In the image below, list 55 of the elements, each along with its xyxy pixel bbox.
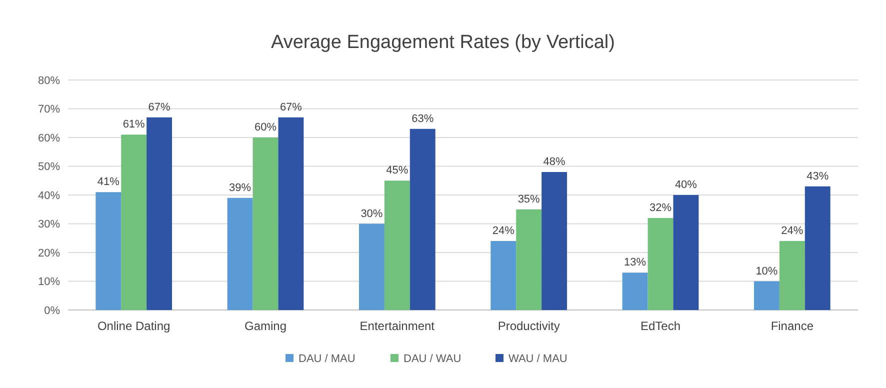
bar [754,281,780,310]
data-label: 24% [492,225,515,237]
data-label: 13% [624,256,646,269]
y-tick-label: 10% [38,276,60,288]
x-tick-label: Online Dating [97,319,170,333]
x-tick-label: EdTech [640,319,681,333]
data-label: 63% [412,112,434,125]
data-label: 32% [649,202,672,214]
legend-label: DAU / WAU [404,353,462,365]
y-tick-label: 20% [38,247,60,260]
chart-title: Average Engagement Rates (by Vertical) [271,32,615,53]
bar [252,138,278,310]
bar [490,241,516,310]
data-label: 67% [148,101,171,114]
bar [121,134,147,310]
data-label: 60% [254,122,277,134]
y-tick-label: 30% [38,218,60,231]
bar [278,117,304,310]
data-label: 67% [280,101,302,114]
bar [516,209,542,310]
bar [648,218,674,310]
y-tick-label: 0% [44,304,60,317]
bar [384,180,410,310]
data-label: 61% [122,118,146,131]
bar [146,117,172,310]
data-label: 45% [386,164,408,177]
bar [779,241,805,310]
bar [96,192,122,310]
bar [804,186,830,310]
data-label: 30% [360,208,383,220]
data-label: 10% [756,265,778,278]
x-tick-label: Gaming [244,319,287,333]
data-label: 35% [518,193,540,206]
x-tick-label: Finance [770,319,814,333]
bar [358,224,384,310]
bar [673,195,699,310]
bar [622,272,648,310]
bar [542,172,568,310]
data-label: 40% [674,179,698,191]
y-tick-label: 40% [38,190,60,202]
data-label: 43% [806,170,829,182]
data-label: 48% [543,156,566,168]
y-tick-label: 60% [38,132,60,144]
x-tick-label: Entertainment [360,319,436,333]
legend-label: WAU / MAU [508,353,568,365]
y-tick-label: 70% [38,104,60,116]
bar [410,128,436,310]
y-tick-label: 50% [38,161,60,174]
x-tick-label: Productivity [498,319,560,333]
data-label: 41% [97,176,120,188]
data-label: 39% [229,182,252,194]
bar [227,198,253,310]
data-label: 24% [781,225,804,237]
y-tick-label: 80% [38,74,60,87]
legend-label: DAU / MAU [298,353,356,365]
